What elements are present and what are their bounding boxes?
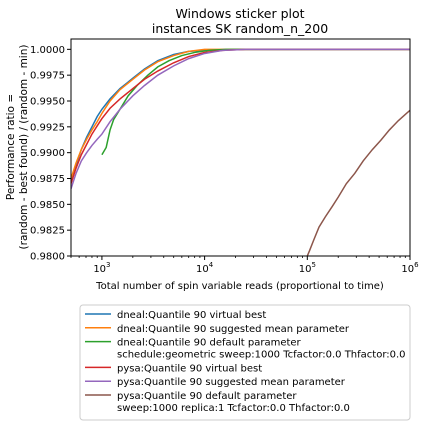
y-tick-label-8: 1.0000 [30,45,65,56]
y-tick-label-1: 0.9825 [30,226,65,237]
x-axis-label: Total number of spin variable reads (pro… [95,281,384,292]
y-axis-label-line1: Performance ratio = [5,94,17,200]
chart-title: Windows sticker plot [175,6,304,21]
series-line-0 [71,48,410,182]
legend-label-3: pysa:Quantile 90 virtual best [117,363,262,374]
series-line-3 [71,48,410,184]
y-tick-label-0: 0.9800 [30,252,65,263]
y-axis: 0.9800 0.9825 0.9850 0.9875 0.9900 0.9925 0.99… [30,45,71,263]
series-line-1 [71,48,410,179]
x-tick-label-1: 104 [196,261,214,275]
y-tick-label-5: 0.9925 [30,122,65,133]
x-axis: 103 104 105 106 [70,256,419,275]
y-tick-label-3: 0.9875 [30,174,65,185]
plot-frame [70,38,411,257]
y-tick-label-4: 0.9900 [30,148,65,159]
chart-subtitle: instances SK random_n_200 [152,21,328,36]
x-tick-label-2: 105 [299,261,316,275]
series-line-2 [101,48,410,156]
y-tick-label-2: 0.9850 [30,200,65,211]
x-tick-label-3: 106 [401,261,419,275]
x-tick-label-0: 103 [93,261,110,275]
legend-box [79,304,411,421]
legend-label-2-line2: schedule:geometric sweep:1000 Tcfactor:0… [117,350,406,361]
y-axis-label-line2: (random - best found) / (random - min) [18,45,30,250]
legend-label-2: dneal:Quantile 90 default parameter [117,338,302,349]
legend-label-1: dneal:Quantile 90 suggested mean paramet… [117,324,350,335]
series-layer [71,48,410,256]
legend-label-5-line2: sweep:1000 replica:1 Tcfactor:0.0 Thfact… [117,403,350,414]
y-tick-label-7: 0.9975 [30,71,65,82]
legend-label-0: dneal:Quantile 90 virtual best [117,310,266,321]
legend: dneal:Quantile 90 virtual best dneal:Quan… [79,304,411,421]
legend-label-5: pysa:Quantile 90 default parameter [117,391,297,402]
series-line-5 [306,109,410,256]
legend-label-4: pysa:Quantile 90 suggested mean paramete… [117,377,346,388]
series-line-4 [71,48,410,190]
y-tick-label-6: 0.9950 [30,97,65,108]
